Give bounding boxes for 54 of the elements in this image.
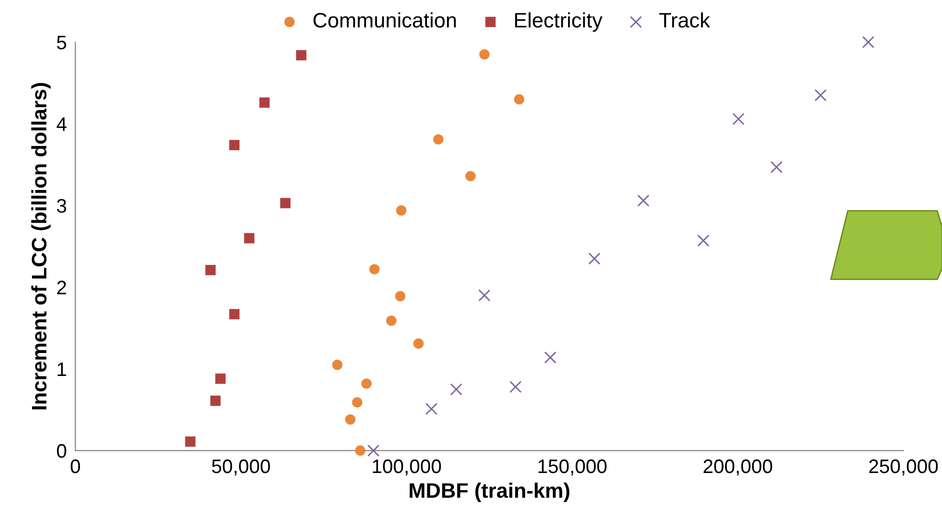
- point: [369, 264, 380, 274]
- point: [450, 383, 462, 396]
- point: [229, 140, 240, 150]
- point: [296, 50, 306, 60]
- legend-label: Track: [659, 12, 710, 28]
- y-tick-label: 3: [56, 199, 66, 213]
- point: [345, 414, 356, 425]
- x-tick-label: 50,000: [212, 459, 270, 476]
- point: [588, 252, 600, 265]
- point: [479, 49, 490, 60]
- legend-label: Electricity: [515, 12, 602, 32]
- point: [355, 445, 366, 456]
- point: [732, 112, 745, 126]
- point: [465, 170, 476, 182]
- point: [425, 402, 438, 415]
- point: [514, 94, 524, 104]
- y-tick-label: 4: [56, 118, 66, 131]
- point: [352, 397, 362, 408]
- y-tick-label: 2: [57, 280, 66, 294]
- x-axis-title: MDBF (train-km): [410, 482, 570, 502]
- point: [433, 134, 444, 145]
- point: [395, 291, 406, 302]
- point: [361, 378, 372, 389]
- y-tick-label: 1: [58, 362, 66, 376]
- point: [478, 289, 490, 302]
- point: [697, 234, 710, 247]
- point: [386, 316, 396, 326]
- point: [210, 396, 221, 406]
- point: [229, 309, 240, 320]
- y-axis-title: Increment of LCC (billion dollars): [31, 83, 51, 410]
- point: [413, 338, 424, 349]
- point: [637, 194, 650, 207]
- x-tick-label: 200,000: [704, 459, 772, 476]
- x-tick-label: 100,000: [372, 459, 441, 476]
- point: [280, 198, 290, 208]
- legend-label: Communication: [313, 12, 456, 28]
- point: [205, 264, 216, 276]
- point: [770, 161, 783, 174]
- point: [259, 97, 270, 108]
- y-tick-label: 5: [56, 36, 66, 50]
- point: [396, 205, 406, 216]
- point: [862, 36, 874, 48]
- x-tick-label: 250,000: [869, 459, 938, 476]
- point: [509, 380, 522, 393]
- point: [244, 233, 254, 244]
- x-tick-label: 0: [70, 459, 80, 474]
- y-tick-label: 0: [56, 444, 66, 458]
- point: [332, 360, 342, 370]
- point: [367, 444, 380, 457]
- point: [215, 374, 226, 384]
- point: [185, 436, 196, 447]
- point: [814, 89, 827, 102]
- x-tick-label: 150,000: [538, 459, 607, 476]
- point: [544, 351, 556, 364]
